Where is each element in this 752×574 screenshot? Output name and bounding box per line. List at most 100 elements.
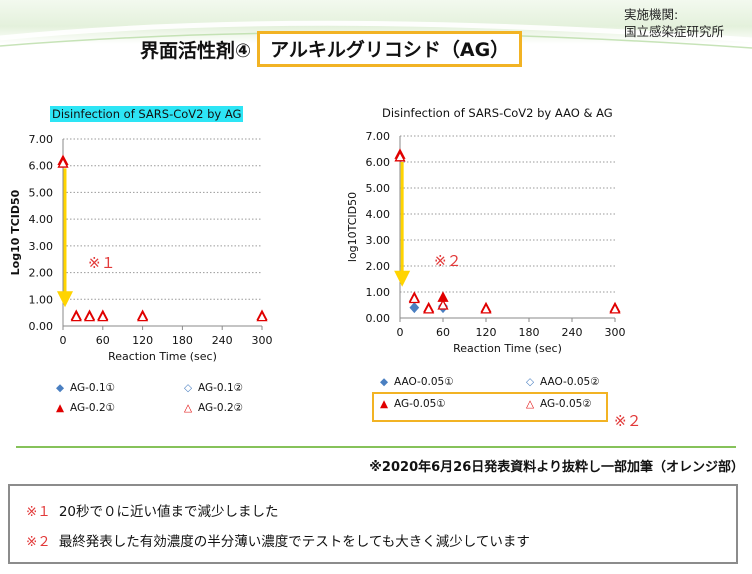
chart2-marker-triangle (408, 292, 420, 304)
chart2-marker-triangle (437, 291, 449, 302)
chart1-legend-item: ◆ AG-0.1① (54, 382, 115, 394)
page-title-prefix: 界面活性剤④ (140, 39, 252, 62)
chart2-ytick-label: 7.00 (366, 130, 391, 143)
diamond-outline-icon: ◇ (525, 376, 535, 388)
chart1-ytick-label: 3.00 (29, 240, 54, 253)
chart1-marker-triangle (70, 310, 82, 322)
chart2-legend-item: △ AG-0.05② (524, 398, 592, 410)
chart2-ytick-label: 1.00 (366, 286, 391, 299)
chart2-marker-diamond (409, 302, 420, 314)
chart2-marker-triangle (609, 301, 621, 313)
chart2-ylabel: log10TCID50 (346, 192, 359, 262)
chart2-xlabel: Reaction Time (sec) (453, 342, 562, 355)
legend-label: AG-0.05① (394, 398, 446, 410)
institute-line-2: 国立感染症研究所 (624, 24, 725, 39)
chart2-arrow-head-icon (394, 270, 411, 287)
note-text: 最終発表した有効濃度の半分薄い濃度でテストをしても大きく減少しています (58, 534, 530, 550)
chart1-legend-item: ◇ AG-0.1② (182, 382, 243, 394)
triangle-outline-icon: △ (525, 398, 535, 410)
chart2-marker-triangle (609, 303, 621, 314)
chart2-title: Disinfection of SARS-CoV2 by AAO & AG (382, 106, 613, 120)
chart1-xtick-label: 120 (132, 334, 153, 347)
chart1-marker-triangle (83, 310, 96, 322)
chart1-marker-triangle (57, 154, 69, 166)
page-title: 界面活性剤④ アルキルグリコシド（AG） (140, 31, 523, 67)
chart2-xtick-label: 180 (519, 326, 540, 339)
diamond-outline-icon: ◇ (183, 382, 193, 394)
chart1-xtick-label: 60 (96, 334, 110, 347)
notes-box: ※１ 20秒で０に近い値まで減少しました ※２ 最終発表した有効濃度の半分薄い濃度で… (8, 484, 738, 564)
institute-label: 実施機関: 国立感染症研究所 (624, 6, 724, 40)
chart1-marker-triangle (57, 157, 69, 168)
chart2-annotation: ※２ (434, 252, 462, 270)
chart2-marker-triangle (408, 291, 420, 302)
chart2-ytick-label: 0.00 (366, 312, 391, 325)
chart1-ytick-label: 6.00 (29, 160, 54, 173)
chart2-marker-triangle (423, 303, 435, 314)
chart1-xtick-label: 180 (172, 334, 193, 347)
chart2-marker-triangle (437, 299, 449, 310)
chart1-ytick-label: 1.00 (29, 293, 54, 306)
chart1-ytick-label: 7.00 (29, 133, 54, 146)
note-mark: ※２ (26, 534, 51, 550)
chart2-xtick-label: 300 (605, 326, 626, 339)
legend-highlight-box (372, 392, 608, 422)
chart2-marker-triangle (394, 148, 406, 159)
legend-highlight-mark: ※２ (614, 412, 642, 430)
chart2-ytick-label: 6.00 (366, 156, 391, 169)
chart1-legend-item: ▲ AG-0.2① (54, 402, 115, 414)
chart1-xlabel: Reaction Time (sec) (108, 350, 217, 363)
note-item: ※１ 20秒で０に近い値まで減少しました (26, 500, 279, 520)
chart1-ytick-label: 2.00 (29, 267, 54, 280)
note-mark: ※１ (26, 504, 51, 520)
triangle-filled-icon: ▲ (379, 398, 389, 410)
chart2-marker-triangle (480, 301, 492, 313)
chart2-ytick-label: 3.00 (366, 234, 391, 247)
chart1-legend-item: △ AG-0.2② (182, 402, 243, 414)
chart2-marker-triangle (480, 303, 492, 314)
chart2-legend-item: ◆ AAO-0.05① (378, 376, 454, 388)
chart2-marker-triangle (423, 301, 435, 313)
chart2-xtick-label: 240 (562, 326, 583, 339)
chart2-xtick-label: 120 (476, 326, 497, 339)
legend-label: AAO-0.05② (540, 376, 600, 388)
chart2-marker-triangle (394, 150, 406, 162)
chart1-marker-triangle (83, 309, 96, 320)
source-note: ※2020年6月26日発表資料より抜粋し一部加筆（オレンジ部） (369, 460, 744, 475)
chart2-legend-item: ▲ AG-0.05① (378, 398, 446, 410)
chart2-ytick-label: 5.00 (366, 182, 391, 195)
chart2-xtick-label: 0 (397, 326, 404, 339)
chart2-xtick-label: 60 (436, 326, 450, 339)
triangle-outline-icon: △ (183, 402, 193, 414)
section-divider (16, 446, 736, 448)
chart1-ylabel: Log10 TCID50 (9, 189, 22, 275)
chart1-marker-triangle (70, 309, 82, 320)
legend-label: AG-0.1② (198, 382, 244, 394)
chart1-marker-triangle (97, 309, 109, 320)
chart1-ytick-label: 5.00 (29, 186, 54, 199)
chart1-marker-triangle (137, 310, 149, 322)
legend-label: AAO-0.05① (394, 376, 454, 388)
page-title-highlight: アルキルグリコシド（AG） (257, 31, 523, 67)
legend-label: AG-0.2② (198, 402, 244, 414)
institute-line-1: 実施機関: (624, 7, 679, 22)
chart1-xtick-label: 300 (252, 334, 273, 347)
chart1-annotation: ※１ (88, 254, 116, 272)
triangle-filled-icon: ▲ (55, 402, 65, 414)
chart1-ytick-label: 4.00 (29, 213, 54, 226)
chart2-marker-diamond (438, 300, 448, 312)
chart1-marker-triangle (97, 310, 109, 322)
legend-label: AG-0.05② (540, 398, 592, 410)
note-item: ※２ 最終発表した有効濃度の半分薄い濃度でテストをしても大きく減少しています (26, 530, 530, 550)
chart1-marker-triangle (256, 310, 268, 322)
diamond-filled-icon: ◆ (55, 382, 65, 394)
chart1-title: Disinfection of SARS-CoV2 by AG (50, 106, 244, 122)
chart1-xtick-label: 0 (60, 334, 67, 347)
diamond-filled-icon: ◆ (379, 376, 389, 388)
legend-label: AG-0.1① (70, 382, 116, 394)
chart1-marker-triangle (137, 309, 149, 320)
chart2-legend-item: ◇ AAO-0.05② (524, 376, 600, 388)
legend-label: AG-0.2① (70, 402, 116, 414)
chart1-xtick-label: 240 (212, 334, 233, 347)
chart2-ytick-label: 2.00 (366, 260, 391, 273)
